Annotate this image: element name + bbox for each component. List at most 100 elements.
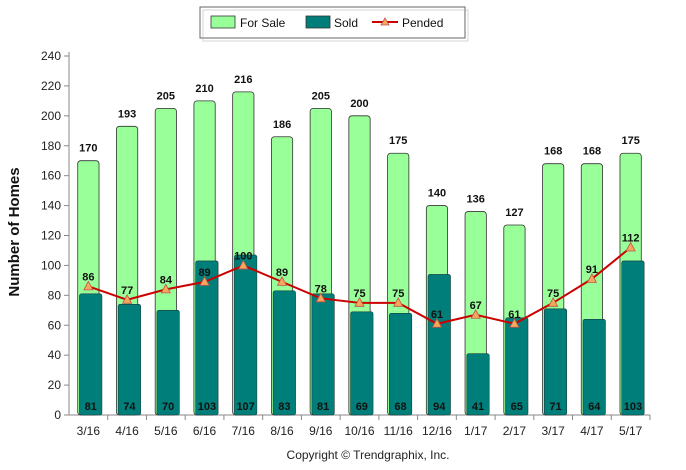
- pended-marker: [509, 317, 520, 328]
- x-tick-label: 9/16: [309, 424, 333, 438]
- pended-marker: [431, 317, 443, 328]
- for-sale-value-label: 140: [428, 188, 446, 200]
- pended-marker: [470, 308, 481, 319]
- sold-value-label: 83: [278, 401, 290, 413]
- sold-value-label: 103: [198, 401, 216, 413]
- pended-value-label: 86: [82, 271, 94, 283]
- sold-bar: [427, 274, 451, 416]
- y-tick-label: 100: [41, 258, 61, 272]
- for-sale-value-label: 186: [273, 119, 291, 131]
- x-tick-label: 5/17: [619, 424, 643, 438]
- sold-value-label: 65: [511, 401, 523, 413]
- pended-value-label: 61: [431, 309, 443, 321]
- pended-marker: [83, 280, 94, 291]
- sold-value-label: 81: [317, 401, 329, 413]
- for-sale-value-label: 136: [467, 194, 485, 206]
- legend-label-pended: Pended: [402, 16, 443, 30]
- sold-value-label: 74: [123, 401, 136, 413]
- y-tick-label: 120: [41, 229, 61, 243]
- legend-swatch-for-sale: [210, 15, 236, 29]
- x-tick-label: 8/16: [270, 424, 294, 438]
- pended-line: [83, 241, 636, 328]
- x-tick-label: 10/16: [344, 424, 374, 438]
- pended-value-label: 112: [622, 232, 640, 244]
- x-tick-label: 11/16: [384, 424, 413, 438]
- pended-marker: [199, 276, 210, 286]
- y-tick-label: 20: [48, 378, 62, 392]
- sold-value-label: 69: [356, 401, 368, 413]
- sold-bar: [195, 260, 219, 416]
- sold-value-label: 70: [162, 401, 174, 413]
- y-tick-label: 60: [48, 318, 62, 332]
- sold-bar: [621, 260, 645, 416]
- y-tick-label: 240: [41, 49, 61, 63]
- y-tick-label: 220: [41, 79, 61, 93]
- pended-value-label: 89: [198, 267, 210, 279]
- sold-bar: [543, 308, 568, 416]
- x-tick-label: 5/16: [154, 424, 178, 438]
- y-tick-label: 80: [48, 288, 62, 302]
- pended-marker: [121, 293, 133, 304]
- x-tick-label: 3/17: [541, 424, 565, 438]
- legend-label-for-sale: For Sale: [240, 16, 286, 30]
- pended-marker: [276, 276, 288, 286]
- pended-marker: [238, 259, 249, 270]
- sold-bars: [79, 254, 645, 416]
- pended-value-label: 84: [160, 274, 173, 286]
- for-sale-value-label: 193: [118, 108, 136, 120]
- legend-label-sold: Sold: [334, 16, 358, 30]
- sold-value-label: 103: [624, 401, 642, 413]
- for-sale-value-label: 175: [621, 135, 639, 147]
- sold-bar: [389, 312, 413, 416]
- x-tick-label: 2/17: [503, 424, 527, 438]
- x-tick-label: 1/17: [464, 424, 488, 438]
- data-labels: 170 193 205 210 216 186 205 200 175 140 136 127 168 1…: [79, 74, 642, 413]
- sold-bar: [582, 318, 606, 416]
- for-sale-value-label: 170: [79, 143, 97, 155]
- sold-bar: [505, 317, 529, 416]
- sold-bar: [156, 309, 180, 416]
- y-tick-label: 160: [41, 169, 61, 183]
- sold-value-label: 71: [549, 401, 561, 413]
- x-tick-label: 3/16: [77, 424, 101, 438]
- y-tick-label: 180: [41, 139, 61, 153]
- legend: For Sale Sold Pended: [199, 6, 469, 42]
- legend-swatch-sold: [305, 15, 331, 29]
- pended-marker: [586, 273, 598, 283]
- sold-bar: [311, 293, 335, 416]
- for-sale-value-label: 205: [312, 90, 330, 102]
- pended-marker: [160, 283, 171, 294]
- x-tick-label: 7/16: [232, 424, 256, 438]
- pended-value-label: 100: [234, 250, 252, 262]
- y-tick-label: 0: [54, 408, 61, 422]
- sold-value-label: 41: [472, 401, 484, 413]
- pended-value-label: 75: [392, 288, 404, 300]
- sold-bar: [350, 311, 374, 416]
- for-sale-value-label: 210: [195, 83, 213, 95]
- y-axis-label: Number of Homes: [6, 167, 23, 296]
- pended-marker: [354, 296, 365, 307]
- pended-marker: [625, 241, 636, 252]
- pended-value-label: 75: [353, 288, 365, 300]
- pended-value-label: 89: [276, 267, 288, 279]
- sold-value-label: 64: [588, 401, 601, 413]
- for-sale-value-label: 127: [505, 207, 523, 219]
- sold-bar: [272, 290, 296, 416]
- y-tick-label: 40: [48, 348, 62, 362]
- copyright-text: Copyright © Trendgraphix, Inc.: [287, 448, 450, 462]
- y-tick-label: 140: [41, 199, 61, 213]
- sold-bar: [79, 293, 103, 416]
- for-sale-value-label: 175: [389, 135, 407, 147]
- pended-marker: [315, 292, 326, 303]
- pended-value-label: 67: [470, 300, 482, 312]
- pended-value-label: 75: [547, 288, 559, 300]
- x-tick-label: 6/16: [193, 424, 217, 438]
- sold-value-label: 81: [85, 401, 97, 413]
- legend-marker-pended: [380, 17, 390, 26]
- sold-value-label: 107: [236, 401, 254, 413]
- for-sale-value-label: 205: [157, 90, 175, 102]
- pended-value-label: 61: [508, 309, 520, 321]
- sold-bar: [117, 304, 141, 416]
- for-sale-value-label: 168: [544, 146, 562, 158]
